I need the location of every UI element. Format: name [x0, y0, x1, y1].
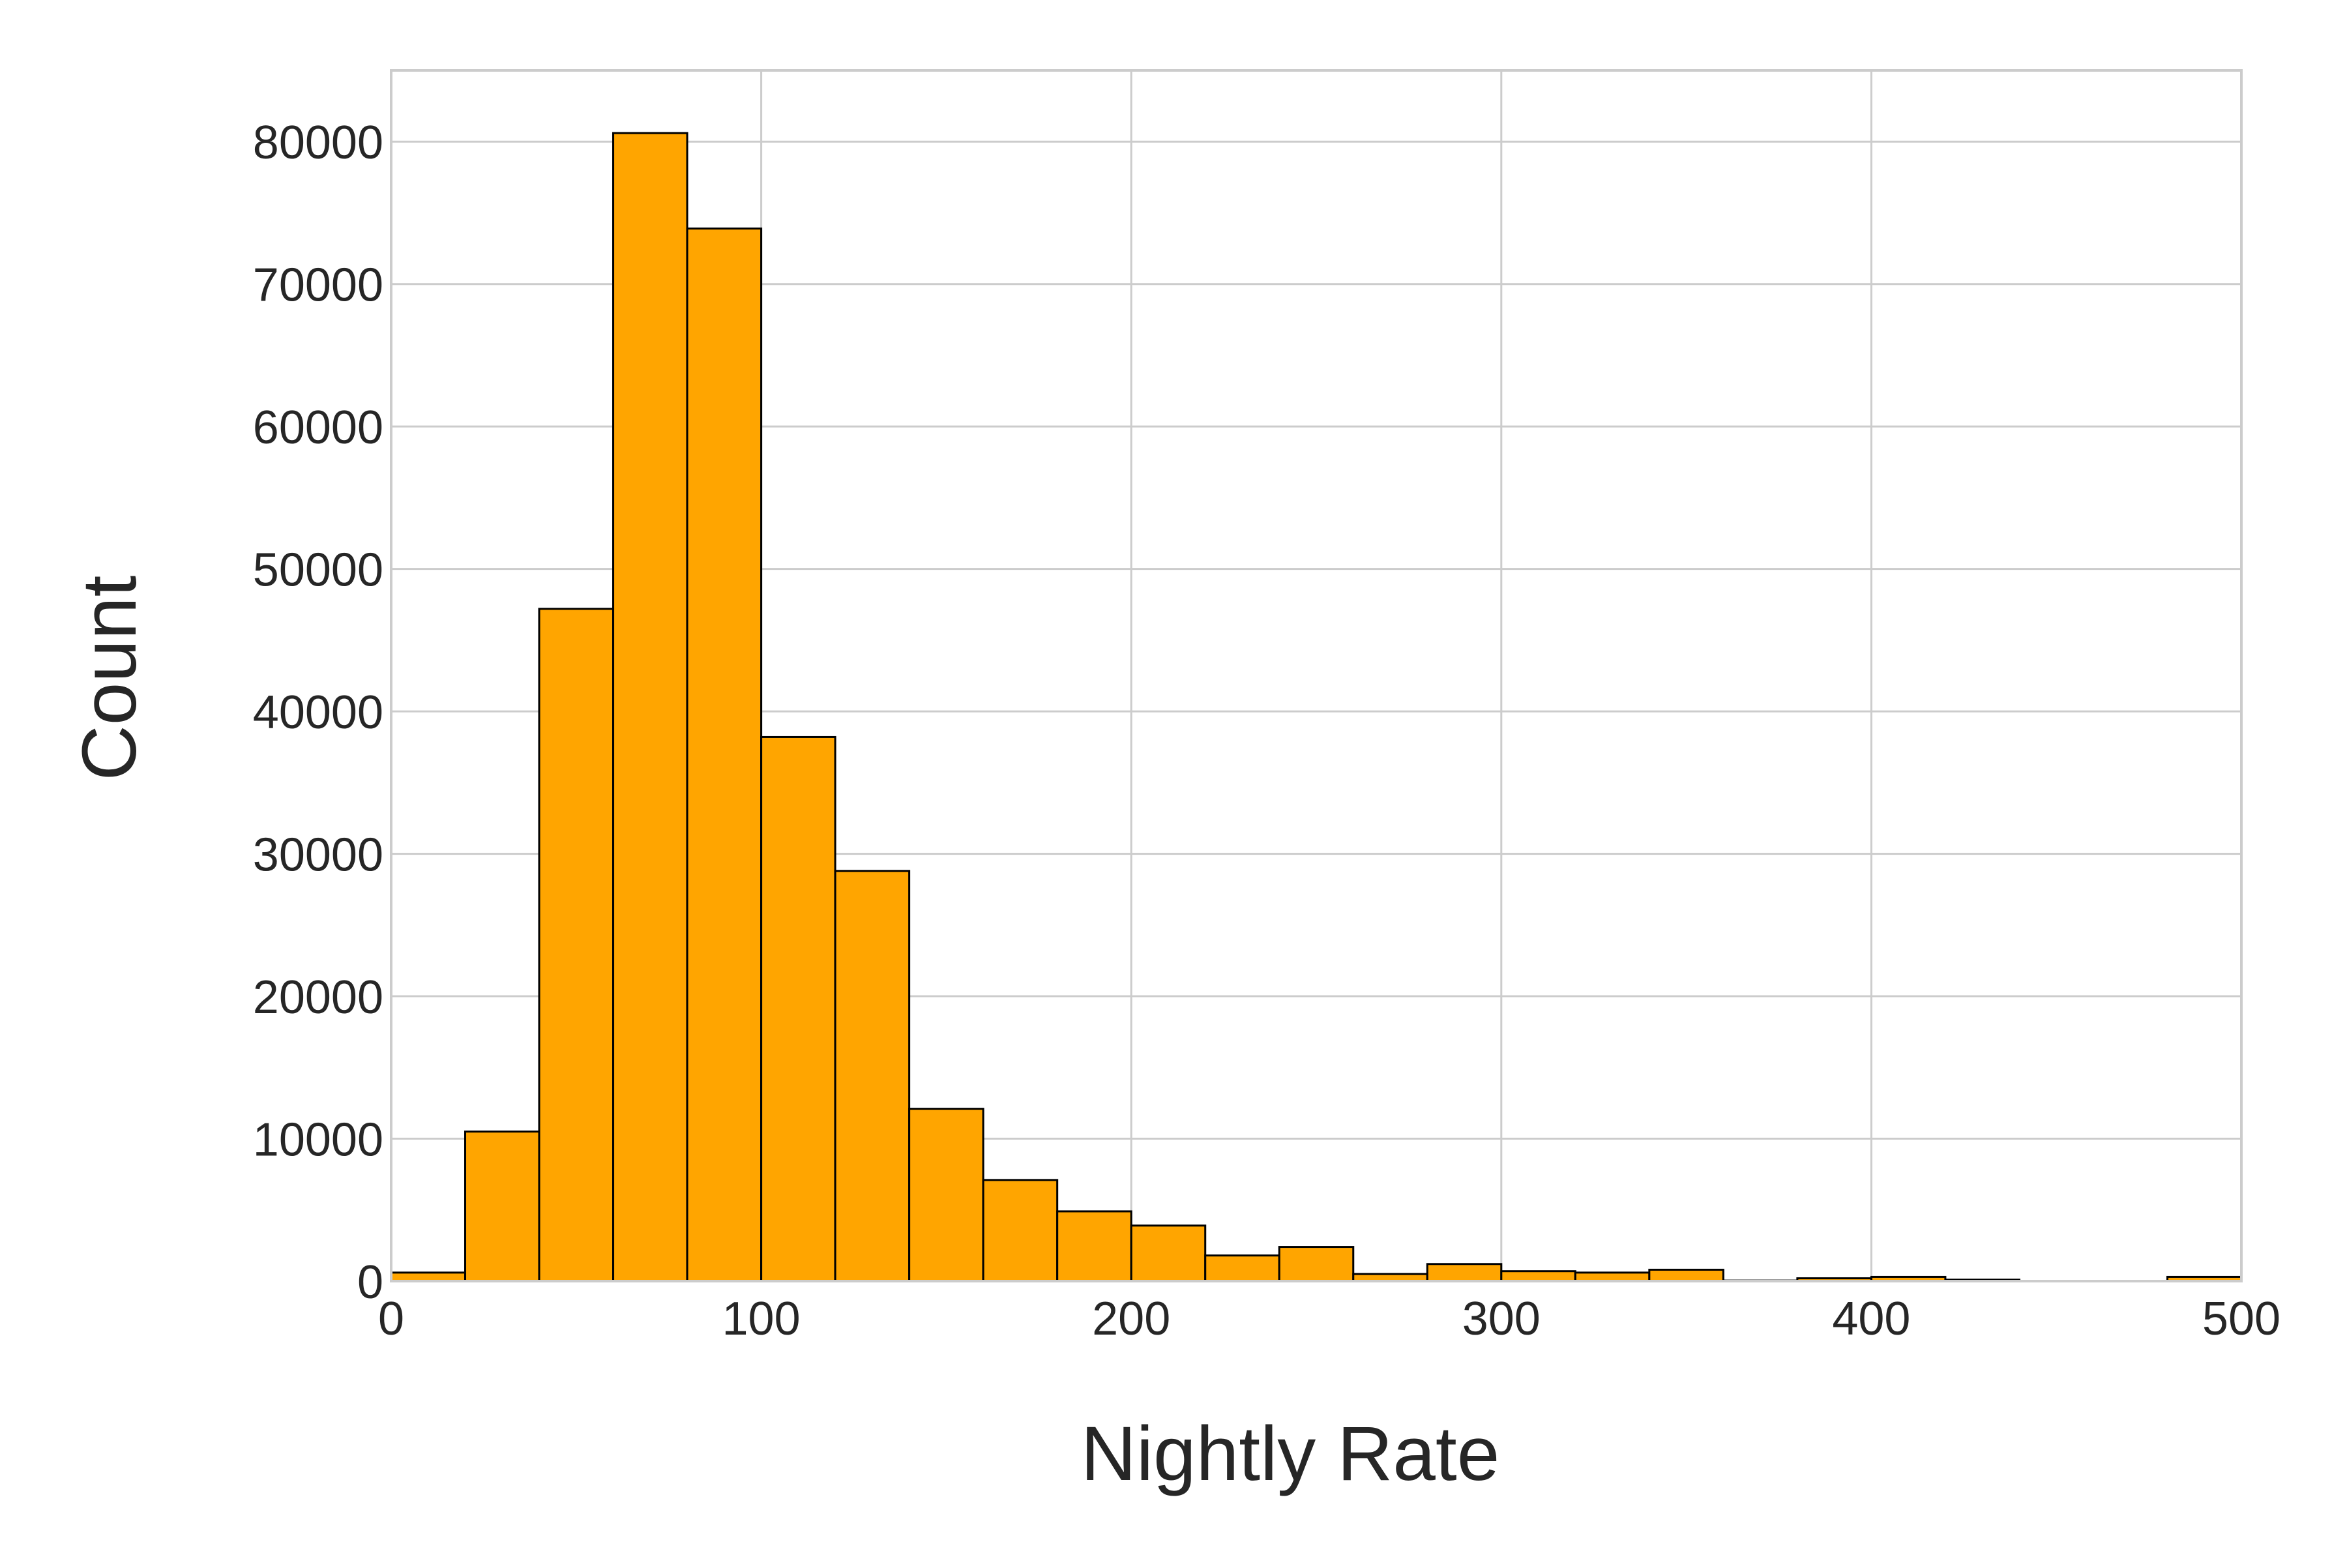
- histogram-bar: [1057, 1211, 1132, 1281]
- histogram-bar: [983, 1180, 1057, 1281]
- y-tick-label: 30000: [253, 829, 383, 881]
- y-tick-label: 80000: [253, 117, 383, 169]
- y-tick-label: 0: [357, 1256, 383, 1309]
- histogram-bar: [1205, 1256, 1280, 1281]
- y-tick-label: 50000: [253, 544, 383, 597]
- histogram-bar: [687, 229, 761, 1281]
- histogram-bar: [909, 1109, 984, 1281]
- histogram-bar: [1649, 1270, 1724, 1281]
- histogram-bar: [761, 737, 836, 1281]
- y-axis-ticks: 0 10000 20000 30000 40000 50000 60000 70000 8000…: [253, 117, 383, 1309]
- x-tick-label: 400: [1832, 1293, 1910, 1345]
- histogram-bar: [539, 609, 613, 1281]
- y-axis-label: Count: [66, 576, 153, 781]
- y-tick-label: 10000: [253, 1114, 383, 1166]
- histogram-bar: [835, 871, 909, 1281]
- histogram-bar: [1279, 1247, 1353, 1281]
- x-tick-label: 200: [1092, 1293, 1170, 1345]
- x-tick-label: 100: [722, 1293, 801, 1345]
- y-tick-label: 40000: [253, 687, 383, 739]
- histogram-bar: [613, 133, 688, 1281]
- histogram-bar: [465, 1132, 540, 1281]
- y-tick-label: 60000: [253, 402, 383, 454]
- histogram-bar: [1427, 1264, 1501, 1281]
- histogram-bar: [1131, 1226, 1205, 1281]
- histogram-bar: [1501, 1271, 1576, 1281]
- y-tick-label: 70000: [253, 259, 383, 312]
- x-axis-label: Nightly Rate: [1081, 1411, 1500, 1497]
- histogram-bars: [391, 133, 2241, 1281]
- x-tick-label: 500: [2202, 1293, 2281, 1345]
- x-tick-label: 300: [1462, 1293, 1541, 1345]
- y-tick-label: 20000: [253, 971, 383, 1024]
